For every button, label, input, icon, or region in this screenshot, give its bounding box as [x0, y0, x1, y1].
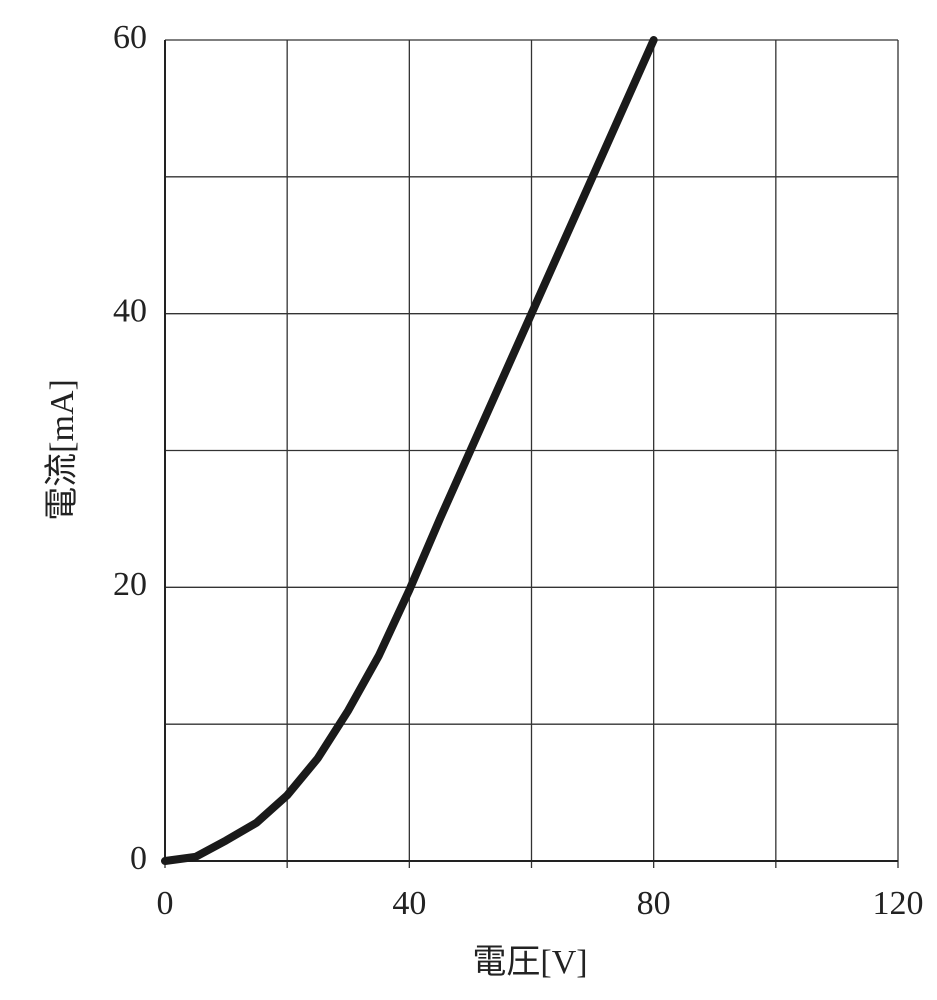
x-axis-label: 電圧[V] — [472, 944, 587, 981]
data-line — [161, 36, 658, 865]
x-tick-label: 40 — [392, 885, 426, 922]
y-tick-label: 40 — [113, 292, 147, 329]
y-tick-label: 20 — [113, 566, 147, 603]
y-axis-label: 電流[mA] — [43, 379, 81, 521]
x-tick-label: 120 — [873, 885, 924, 922]
x-tick-label: 0 — [157, 885, 174, 922]
y-tick-label: 0 — [130, 840, 147, 877]
x-tick-label: 80 — [637, 885, 671, 922]
y-tick-label: 60 — [113, 19, 147, 56]
